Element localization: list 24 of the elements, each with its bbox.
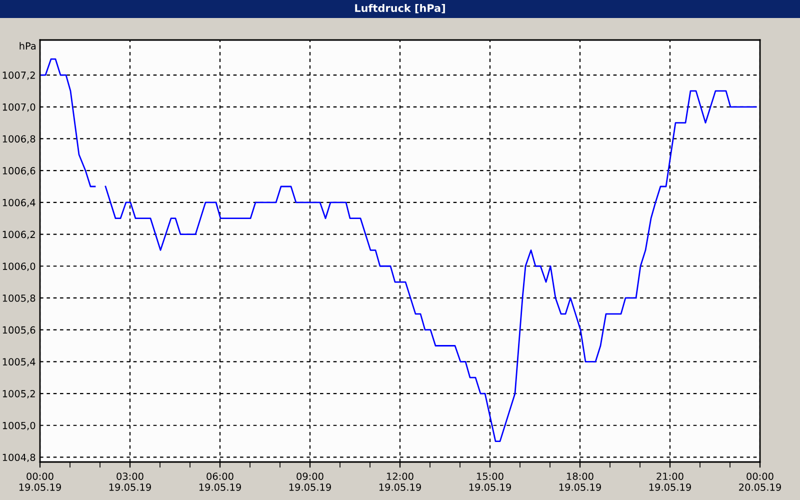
y-tick-label: 1005,2	[2, 390, 35, 398]
y-tick-label: 1004,8	[2, 454, 36, 462]
x-tick-label: 21:00 19.05.19	[649, 472, 691, 491]
x-tick-label: 03:00 19.05.19	[109, 472, 151, 491]
y-tick-label: 1006,8	[2, 135, 36, 144]
x-tick-label: 06:00 19.05.19	[199, 472, 241, 491]
x-tick-label: 00:00 20.05.19	[739, 472, 781, 491]
y-tick-label: 1007,0	[2, 103, 36, 112]
y-tick-label: 1005,8	[2, 294, 36, 303]
x-tick-label: 12:00 19.05.19	[379, 472, 421, 491]
y-tick-label: 1005,0	[2, 422, 36, 430]
chart-title: Luftdruck [hPa]	[355, 4, 445, 14]
x-tick-label: 09:00 19.05.19	[289, 472, 331, 491]
y-tick-label: 1005,6	[2, 326, 36, 335]
y-axis-title: hPa	[20, 42, 36, 50]
y-tick-label: 1006,6	[2, 167, 36, 176]
x-tick-label: 00:00 19.05.19	[19, 472, 61, 491]
y-tick-label: 1006,0	[2, 262, 36, 271]
y-tick-label: 1007,2	[2, 72, 35, 80]
y-tick-label: 1006,2	[2, 230, 35, 240]
y-tick-label: 1006,4	[2, 198, 36, 208]
y-tick-label: 1005,4	[2, 358, 36, 366]
x-tick-label: 18:00 19.05.19	[559, 472, 601, 491]
x-tick-label: 15:00 19.05.19	[469, 472, 511, 491]
